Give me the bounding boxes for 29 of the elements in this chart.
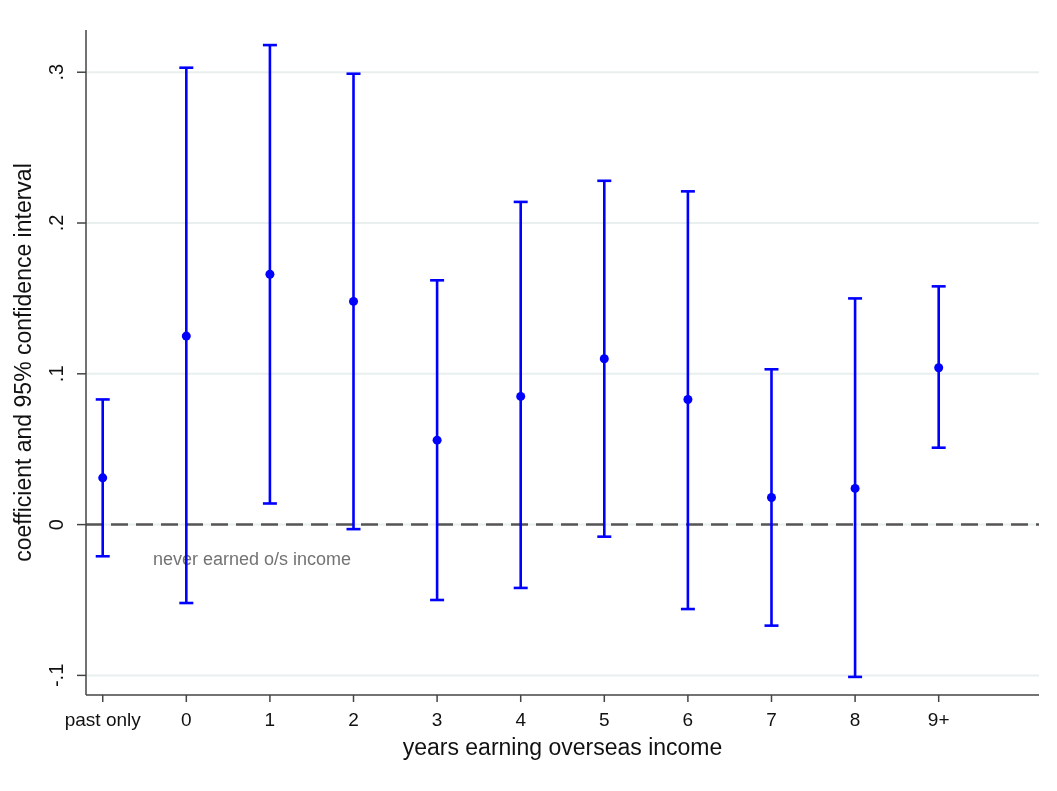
point — [850, 483, 860, 493]
y-tick-label: 0 — [45, 519, 67, 531]
x-tick-label: 7 — [766, 709, 777, 730]
y-tick-label: .2 — [45, 214, 67, 232]
point — [599, 354, 609, 364]
x-tick-label: 1 — [264, 709, 276, 730]
y-axis-title: coefficient and 95% confidence interval — [10, 163, 36, 562]
point — [265, 269, 275, 279]
point — [766, 492, 776, 502]
x-tick-label: 5 — [599, 709, 610, 730]
y-tick-label: -.1 — [45, 663, 67, 688]
point — [349, 296, 359, 306]
point — [516, 391, 526, 401]
y-tick-label: .1 — [45, 365, 67, 383]
x-tick-label: 8 — [849, 709, 861, 730]
x-tick-label: past only — [64, 709, 142, 730]
x-tick-label: 6 — [682, 709, 694, 730]
point — [181, 331, 191, 341]
x-tick-label: 4 — [515, 709, 527, 730]
x-tick-label: 9+ — [927, 709, 950, 730]
y-tick-label: .3 — [45, 63, 67, 81]
point — [432, 435, 442, 445]
x-tick-label: 2 — [348, 709, 359, 730]
point — [98, 473, 108, 483]
point — [934, 363, 944, 373]
x-axis-title: years earning overseas income — [402, 734, 723, 760]
x-tick-label: 0 — [181, 709, 192, 730]
x-tick-label: 3 — [431, 709, 443, 730]
point — [683, 394, 693, 404]
